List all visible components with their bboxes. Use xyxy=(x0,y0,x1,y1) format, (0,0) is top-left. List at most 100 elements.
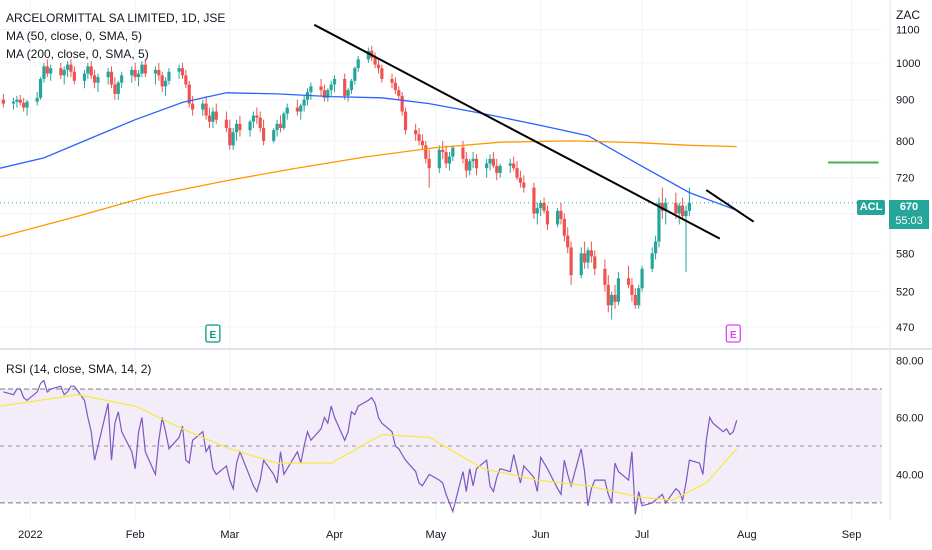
candle-body[interactable] xyxy=(542,202,546,211)
time-tick-label[interactable]: Jun xyxy=(532,529,550,541)
candle-body[interactable] xyxy=(613,294,617,302)
candle-body[interactable] xyxy=(42,66,46,79)
ma50-legend[interactable]: MA (50, close, 0, SMA, 5) xyxy=(6,29,143,43)
candle-body[interactable] xyxy=(116,82,120,94)
candle-body[interactable] xyxy=(424,145,428,159)
price-tick-label[interactable]: 580 xyxy=(896,248,914,260)
candle-body[interactable] xyxy=(539,202,543,209)
candle-body[interactable] xyxy=(687,202,691,211)
candle-body[interactable] xyxy=(248,121,252,131)
candle-body[interactable] xyxy=(417,134,421,141)
candle-body[interactable] xyxy=(441,149,445,153)
candle-body[interactable] xyxy=(650,253,654,269)
time-tick-label[interactable]: Sep xyxy=(842,529,862,541)
candle-body[interactable] xyxy=(653,241,658,254)
symbol-title[interactable]: ARCELORMITTAL SA LIMITED, 1D, JSE xyxy=(6,11,226,25)
candle-body[interactable] xyxy=(38,78,43,98)
time-tick-label[interactable]: Feb xyxy=(126,529,145,541)
rsi-tick-label[interactable]: 60.00 xyxy=(896,412,924,424)
price-tick-label[interactable]: 1000 xyxy=(896,58,920,70)
price-axis[interactable]: 470 520 580 720 800 900 1000 1100 xyxy=(896,25,920,334)
candle-body[interactable] xyxy=(353,68,357,81)
candle-body[interactable] xyxy=(302,99,306,106)
candle-body[interactable] xyxy=(677,205,681,214)
candle-body[interactable] xyxy=(332,78,337,85)
candle-body[interactable] xyxy=(204,103,208,116)
candle-body[interactable] xyxy=(22,102,26,108)
ma50-line[interactable] xyxy=(0,92,737,211)
candle-body[interactable] xyxy=(380,68,384,79)
candle-body[interactable] xyxy=(96,77,100,83)
candle-body[interactable] xyxy=(136,73,141,78)
candle-body[interactable] xyxy=(444,152,448,164)
candle-body[interactable] xyxy=(616,278,621,302)
candle-body[interactable] xyxy=(684,210,688,217)
candle-body[interactable] xyxy=(508,163,512,166)
candle-body[interactable] xyxy=(664,202,668,211)
candle-body[interactable] xyxy=(278,123,283,129)
candle-body[interactable] xyxy=(295,107,299,112)
candle-body[interactable] xyxy=(579,253,583,276)
candle-body[interactable] xyxy=(322,90,327,98)
time-tick-label[interactable]: May xyxy=(426,529,447,541)
time-tick-label[interactable]: Apr xyxy=(326,529,343,541)
candle-body[interactable] xyxy=(180,68,185,76)
candle-body[interactable] xyxy=(610,294,614,306)
candle-body[interactable] xyxy=(187,84,191,104)
candle-body[interactable] xyxy=(606,284,610,306)
candle-body[interactable] xyxy=(633,294,637,306)
candle-body[interactable] xyxy=(532,187,536,214)
candle-body[interactable] xyxy=(474,158,479,169)
candle-body[interactable] xyxy=(238,123,242,131)
candle-body[interactable] xyxy=(72,71,76,81)
candle-body[interactable] xyxy=(201,103,205,110)
candle-body[interactable] xyxy=(451,147,455,157)
candle-body[interactable] xyxy=(258,117,262,129)
candle-body[interactable] xyxy=(89,66,93,76)
candle-body[interactable] xyxy=(163,80,168,87)
candle-body[interactable] xyxy=(461,147,465,159)
candle-body[interactable] xyxy=(427,158,431,169)
candle-body[interactable] xyxy=(25,101,29,108)
candle-body[interactable] xyxy=(637,288,641,306)
candle-body[interactable] xyxy=(414,130,418,135)
candle-body[interactable] xyxy=(366,50,370,60)
candle-body[interactable] xyxy=(518,177,523,183)
candle-body[interactable] xyxy=(62,69,66,76)
candle-body[interactable] xyxy=(49,68,53,74)
candle-body[interactable] xyxy=(1,99,5,104)
candle-body[interactable] xyxy=(329,84,333,91)
candle-body[interactable] xyxy=(231,132,235,146)
candle-body[interactable] xyxy=(275,123,279,131)
candle-body[interactable] xyxy=(140,64,144,74)
candle-body[interactable] xyxy=(589,250,593,257)
candle-body[interactable] xyxy=(15,99,19,102)
candle-body[interactable] xyxy=(603,268,607,285)
candle-body[interactable] xyxy=(630,284,634,295)
rsi-title[interactable]: RSI (14, close, SMA, 14, 2) xyxy=(6,362,152,376)
ma200-legend[interactable]: MA (200, close, 0, SMA, 5) xyxy=(6,47,149,61)
candle-body[interactable] xyxy=(393,82,397,91)
candle-body[interactable] xyxy=(397,90,401,96)
price-tick-label[interactable]: 1100 xyxy=(896,25,920,37)
candle-body[interactable] xyxy=(319,86,323,91)
candle-body[interactable] xyxy=(420,140,425,146)
candle-body[interactable] xyxy=(106,71,110,78)
candle-body[interactable] xyxy=(109,71,114,85)
candle-body[interactable] xyxy=(491,158,495,166)
price-tick-label[interactable]: 520 xyxy=(896,287,914,299)
candle-body[interactable] xyxy=(515,168,519,178)
candle-body[interactable] xyxy=(559,210,563,219)
candle-body[interactable] xyxy=(157,69,161,76)
time-axis[interactable]: 2022 Feb Mar Apr May Jun Jul Aug Sep xyxy=(18,529,861,541)
time-tick-label[interactable]: Jul xyxy=(635,529,649,541)
candle-body[interactable] xyxy=(35,97,39,102)
candle-body[interactable] xyxy=(400,95,404,112)
candle-body[interactable] xyxy=(346,90,350,96)
candle-body[interactable] xyxy=(468,161,472,171)
rsi-pane[interactable] xyxy=(0,379,738,515)
candle-body[interactable] xyxy=(251,115,256,122)
candle-body[interactable] xyxy=(177,68,181,72)
